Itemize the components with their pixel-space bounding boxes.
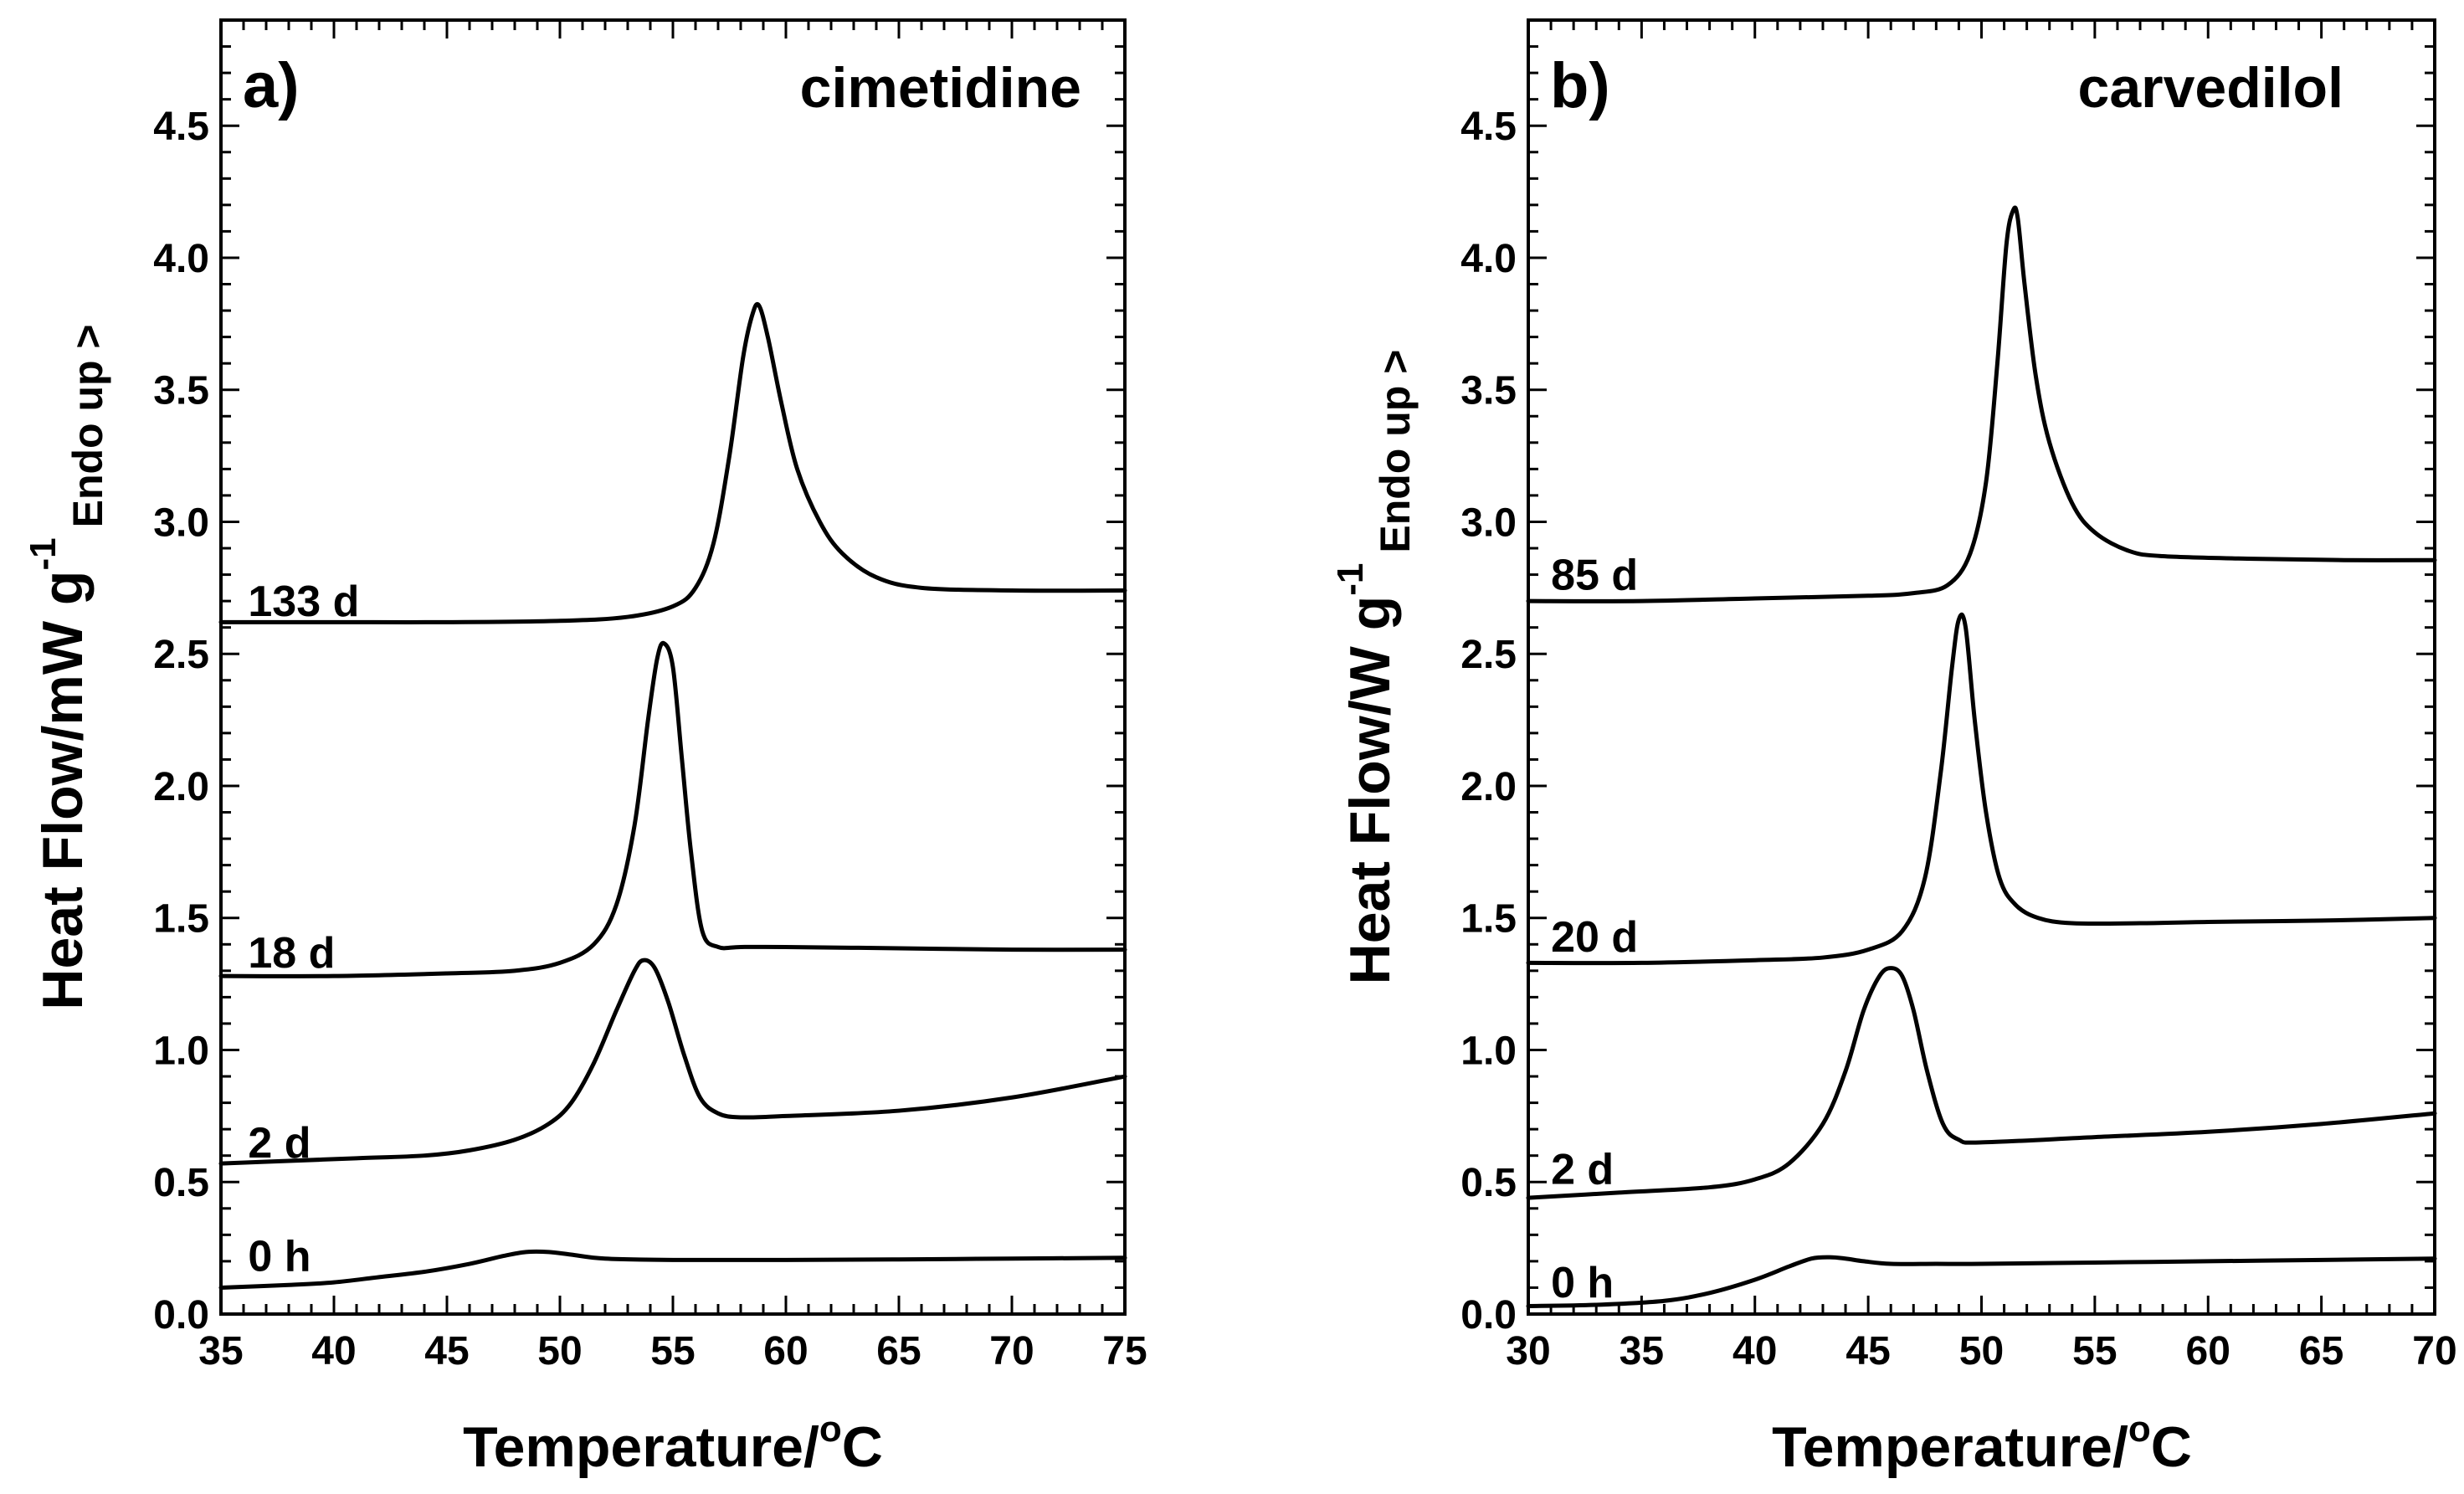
series-label: 85 d: [1551, 552, 1638, 600]
y-tick-label: 0.5: [1460, 1161, 1517, 1205]
y-tick-label: 1.0: [1460, 1029, 1517, 1073]
series-label: 18 d: [248, 929, 335, 978]
x-axis-label-unit: C: [842, 1415, 883, 1479]
x-tick-labels: 30 35 40 45 50 55 60 65 70: [1506, 1329, 2456, 1373]
series-line-18d: [218, 640, 1127, 978]
x-axis-label-sup: o: [819, 1409, 842, 1450]
y-tick-label: 2.0: [1460, 765, 1517, 809]
series-label: 0 h: [248, 1233, 311, 1281]
x-tick-label: 40: [1732, 1329, 1777, 1373]
axis-ticks: [1527, 18, 2436, 1316]
y-tick-label: 1.5: [153, 897, 209, 942]
y-axis-label-sup: -1: [23, 537, 64, 570]
x-tick-label: 60: [2186, 1329, 2230, 1373]
series-line-2d: [218, 957, 1127, 1166]
y-tick-label: 1.0: [153, 1029, 209, 1073]
panel-b-carvedilol: 30 35 40 45 50 55 60 65 70 0.0 0.5 1.0 1.5 2.0 2.5 3.0…: [1330, 18, 2457, 1479]
y-tick-label: 4.0: [1460, 237, 1517, 281]
x-axis-label: Temperature/oC: [1772, 1409, 2192, 1479]
x-tick-labels: 35 40 45 50 55 60 65 70 75: [198, 1329, 1147, 1373]
plot-frame: [1527, 18, 2436, 1316]
y-axis-label: Heat Flow/W g-1Endo up >: [1330, 350, 1419, 985]
x-tick-label: 50: [537, 1329, 582, 1373]
x-tick-label: 70: [989, 1329, 1034, 1373]
panel-a-cimetidine: 35 40 45 50 55 60 65 70 75 0.0 0.5 1.0 1.5 2.0 2.5 3.0…: [23, 18, 1147, 1479]
y-axis-label-sup: -1: [1330, 563, 1371, 596]
x-tick-label: 50: [1959, 1329, 2004, 1373]
y-axis-label-sub: Endo up >: [1372, 350, 1419, 553]
x-tick-label: 60: [763, 1329, 808, 1373]
series-label: 0 h: [1551, 1259, 1614, 1307]
y-tick-labels: 0.0 0.5 1.0 1.5 2.0 2.5 3.0 3.5 4.0 4.5: [153, 105, 209, 1337]
x-axis-label: Temperature/oC: [463, 1409, 883, 1479]
y-tick-label: 1.5: [1460, 897, 1517, 942]
chart-title: carvedilol: [2078, 56, 2344, 120]
y-tick-label: 0.0: [153, 1293, 209, 1337]
x-tick-label: 40: [311, 1329, 356, 1373]
y-tick-label: 3.0: [153, 501, 209, 545]
series-labels: 0 h 2 d 20 d 85 d: [1551, 552, 1638, 1308]
y-tick-label: 3.5: [1460, 369, 1517, 413]
series-line-0h: [218, 1249, 1127, 1290]
series-line-2d: [1526, 966, 2437, 1200]
series-label: 2 d: [248, 1119, 311, 1168]
y-axis-label: Heat Flow/mW g-1Endo up >: [23, 324, 111, 1009]
y-tick-label: 4.5: [153, 105, 209, 149]
x-tick-label: 35: [1620, 1329, 1664, 1373]
series-line-20d: [1526, 612, 2437, 966]
x-tick-label: 55: [650, 1329, 695, 1373]
series-line-85d: [1526, 205, 2437, 603]
y-tick-label: 2.5: [153, 633, 209, 677]
x-axis-label-main: Temperature/: [463, 1415, 819, 1479]
y-tick-label: 4.5: [1460, 105, 1517, 149]
x-tick-label: 65: [2299, 1329, 2343, 1373]
x-tick-label: 45: [1845, 1329, 1890, 1373]
y-tick-labels: 0.0 0.5 1.0 1.5 2.0 2.5 3.0 3.5 4.0 4.5: [1460, 105, 1517, 1337]
series-label: 2 d: [1551, 1145, 1614, 1194]
axis-ticks: [219, 18, 1127, 1316]
y-axis-label-main: Heat Flow/mW g: [31, 571, 95, 1010]
y-axis-label-main: Heat Flow/W g: [1338, 596, 1402, 985]
y-tick-label: 0.0: [1460, 1293, 1517, 1337]
panel-label: b): [1550, 50, 1610, 121]
y-axis-label-sub: Endo up >: [64, 324, 111, 527]
series-labels: 0 h 2 d 18 d 133 d: [248, 578, 359, 1281]
y-tick-label: 4.0: [153, 237, 209, 281]
y-tick-label: 3.0: [1460, 501, 1517, 545]
x-tick-label: 35: [198, 1329, 243, 1373]
y-tick-label: 0.5: [153, 1161, 209, 1205]
x-axis-label-sup: o: [2128, 1409, 2151, 1450]
x-tick-label: 55: [2072, 1329, 2117, 1373]
x-tick-label: 30: [1506, 1329, 1550, 1373]
x-axis-label-unit: C: [2151, 1415, 2192, 1479]
curves: [218, 301, 1127, 1290]
y-tick-label: 3.5: [153, 369, 209, 413]
x-tick-label: 70: [2412, 1329, 2456, 1373]
series-label: 133 d: [248, 578, 359, 626]
y-tick-label: 2.0: [153, 765, 209, 809]
x-tick-label: 75: [1102, 1329, 1147, 1373]
panel-label: a): [243, 50, 300, 121]
curves: [1526, 205, 2437, 1309]
x-tick-label: 65: [876, 1329, 921, 1373]
chart-title: cimetidine: [800, 56, 1081, 120]
y-tick-label: 2.5: [1460, 633, 1517, 677]
x-axis-label-main: Temperature/: [1772, 1415, 2128, 1479]
series-line-133d: [218, 301, 1127, 624]
series-label: 20 d: [1551, 913, 1638, 962]
x-tick-label: 45: [424, 1329, 469, 1373]
series-line-0h: [1526, 1255, 2437, 1309]
